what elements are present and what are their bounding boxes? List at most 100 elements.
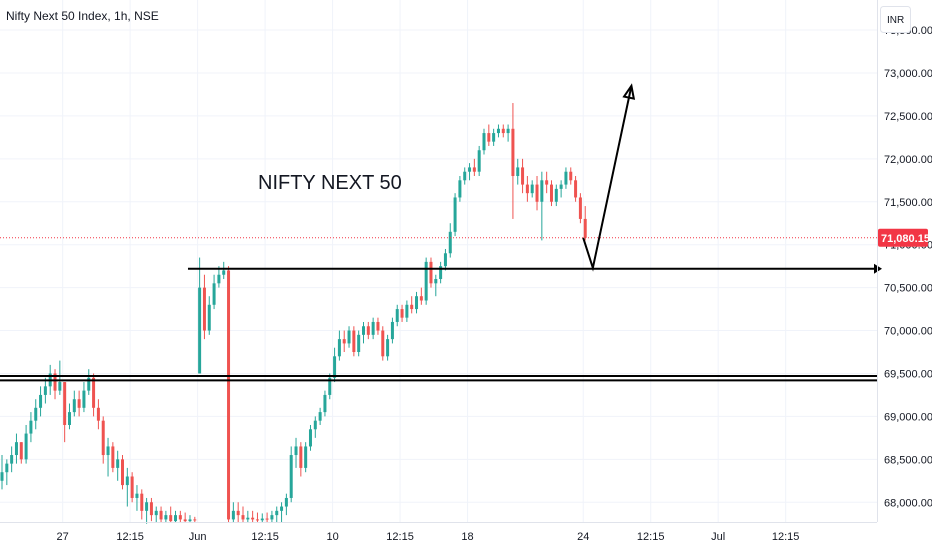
candle	[400, 304, 404, 322]
chart-annotation: NIFTY NEXT 50	[258, 172, 402, 194]
candle-body	[77, 399, 81, 408]
candle-body	[395, 309, 399, 322]
candle-body	[472, 167, 476, 172]
candle	[106, 437, 110, 477]
candle-body	[251, 517, 255, 520]
candle-body	[559, 184, 563, 189]
candle	[424, 257, 428, 305]
candle	[337, 330, 341, 361]
candle	[217, 266, 221, 288]
candle-body	[241, 515, 245, 520]
candle	[578, 193, 582, 224]
candle	[352, 326, 356, 357]
candle-body	[371, 321, 375, 335]
candle	[202, 274, 206, 340]
candle-body	[39, 394, 43, 408]
candle-body	[154, 510, 158, 516]
candle	[135, 485, 139, 511]
candle	[472, 158, 476, 177]
candle-body	[0, 472, 4, 481]
candle	[53, 369, 57, 400]
candle	[521, 158, 525, 194]
candle	[525, 176, 529, 202]
candle	[207, 296, 211, 335]
candle	[313, 416, 317, 438]
candle-body	[362, 326, 365, 335]
forecast-path[interactable]	[582, 85, 633, 272]
currency-badge-box	[880, 6, 911, 33]
candle-body	[453, 197, 457, 232]
candle	[410, 296, 414, 314]
drawings-layer	[0, 83, 882, 382]
candle	[14, 433, 18, 464]
candle-body	[231, 510, 235, 520]
candle	[77, 390, 81, 417]
candle	[511, 103, 515, 219]
candle	[366, 321, 370, 340]
candle-body	[511, 128, 515, 177]
candle-body	[198, 287, 202, 374]
candle-body	[463, 171, 467, 181]
candle-body	[246, 517, 250, 520]
candle-body	[443, 253, 447, 267]
candle-body	[323, 394, 327, 413]
forecast-arrowhead	[622, 83, 636, 100]
candle-body	[125, 476, 129, 486]
candle	[212, 274, 216, 310]
candle	[487, 124, 491, 146]
candle	[463, 167, 467, 185]
candle	[549, 180, 553, 207]
candle-body	[87, 377, 91, 391]
candle	[280, 502, 284, 522]
candle-body	[14, 442, 18, 456]
candle-body	[521, 167, 525, 185]
candle-body	[294, 446, 298, 456]
candle	[183, 512, 187, 522]
candle	[554, 184, 558, 207]
candle	[468, 163, 472, 181]
candle	[260, 513, 264, 522]
candle-body	[227, 270, 231, 520]
candle	[443, 248, 447, 271]
candle-body	[530, 184, 534, 194]
y-tick-label: 68,500.00	[884, 454, 932, 466]
candle	[569, 167, 573, 185]
candle-body	[289, 455, 293, 498]
candle	[169, 506, 173, 522]
candle	[96, 399, 100, 430]
currency-badge[interactable]: INR	[880, 6, 911, 33]
candle-body	[202, 287, 206, 331]
candle-body	[82, 390, 86, 408]
candle-body	[400, 309, 404, 318]
candle-body	[101, 420, 105, 456]
candle	[429, 257, 433, 288]
candle-body	[574, 180, 578, 198]
candle	[448, 223, 452, 258]
candle-body	[347, 330, 351, 344]
candle	[178, 510, 182, 522]
candle	[19, 442, 23, 464]
candle	[275, 506, 279, 522]
y-tick-label: 72,500.00	[884, 111, 932, 123]
candle-body	[337, 339, 341, 357]
candle	[347, 326, 351, 348]
candle	[67, 403, 71, 430]
candle	[477, 145, 481, 177]
candle	[34, 399, 38, 430]
candle	[265, 512, 269, 522]
candle	[506, 124, 510, 142]
candle	[101, 416, 105, 464]
candle-body	[540, 180, 544, 202]
candle	[516, 158, 520, 185]
candle-body	[424, 261, 428, 301]
candle-body	[419, 296, 423, 301]
candle	[63, 382, 67, 443]
candle-body	[270, 515, 274, 520]
candle	[29, 412, 33, 443]
candle-body	[24, 433, 28, 460]
candle	[198, 257, 202, 374]
candle	[193, 516, 197, 522]
candle	[405, 300, 409, 322]
candle-body	[578, 197, 582, 219]
candle-body	[525, 184, 529, 194]
